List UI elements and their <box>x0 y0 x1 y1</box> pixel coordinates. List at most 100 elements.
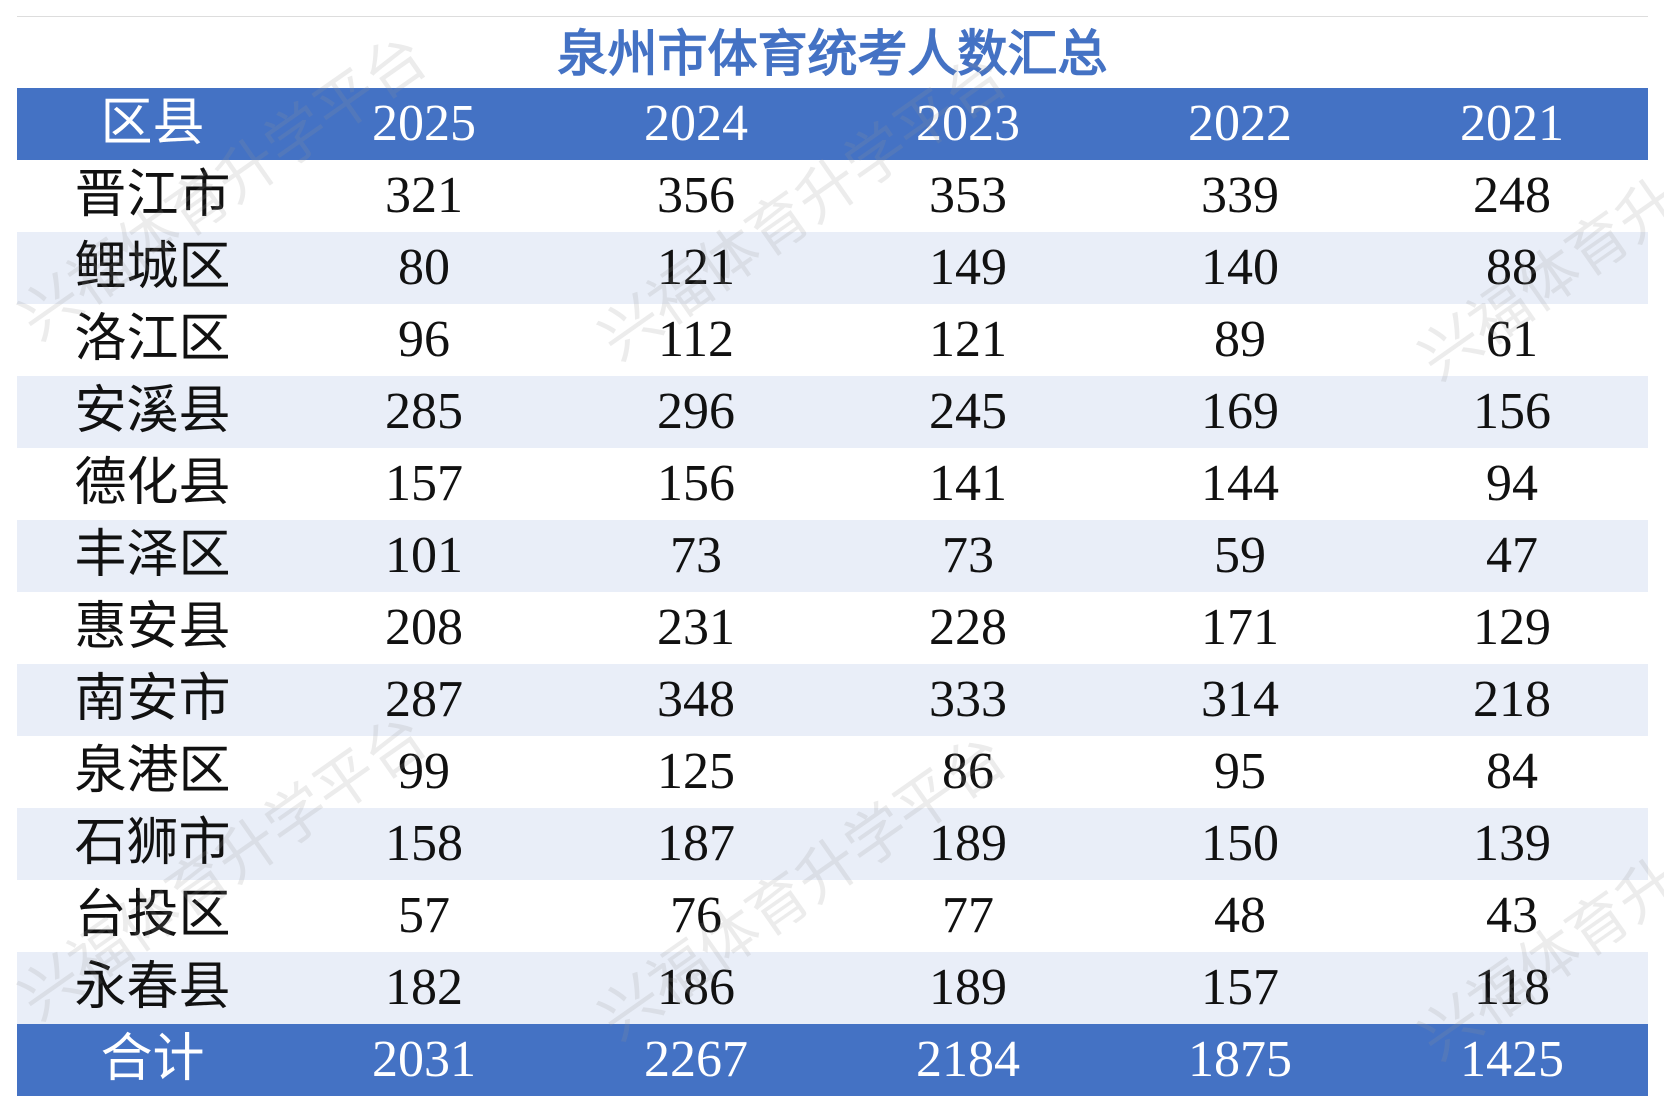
table-cell: 141 <box>929 455 1007 512</box>
table-row: 泉港区 99 125 86 95 84 <box>17 736 1648 808</box>
table-cell: 112 <box>657 311 735 368</box>
table-cell: 171 <box>1201 599 1279 656</box>
table-cell: 314 <box>1201 671 1279 728</box>
table-cell: 95 <box>1214 743 1266 800</box>
table-cell: 228 <box>929 599 1007 656</box>
table-cell: 156 <box>657 455 735 512</box>
table-cell: 321 <box>385 167 463 224</box>
table-cell: 48 <box>1214 887 1266 944</box>
table-cell: 121 <box>929 311 1007 368</box>
table-cell: 2023 <box>916 95 1020 152</box>
table-cell: 43 <box>1486 887 1538 944</box>
sheet-title: 泉州市体育统考人数汇总 <box>17 16 1648 88</box>
table-cell: 2184 <box>916 1031 1020 1088</box>
table-cell: 南安市 <box>74 671 231 728</box>
table-cell: 149 <box>929 239 1007 296</box>
table-cell: 晋江市 <box>74 167 231 224</box>
table-cell: 鲤城区 <box>74 239 231 296</box>
table-row: 台投区 57 76 77 48 43 <box>17 880 1648 952</box>
table-cell: 73 <box>942 527 994 584</box>
table-cell: 353 <box>929 167 1007 224</box>
table-cell: 2022 <box>1188 95 1292 152</box>
table-cell: 47 <box>1486 527 1538 584</box>
table-cell: 129 <box>1473 599 1551 656</box>
table-cell: 189 <box>929 815 1007 872</box>
table-cell: 296 <box>657 383 735 440</box>
table-cell: 333 <box>929 671 1007 728</box>
table-row: 洛江区 96 112 121 89 61 <box>17 304 1648 376</box>
table-cell: 231 <box>657 599 735 656</box>
table-cell: 348 <box>657 671 735 728</box>
table-cell: 1875 <box>1188 1031 1292 1088</box>
table-cell: 84 <box>1486 743 1538 800</box>
table-cell: 惠安县 <box>74 599 231 656</box>
table-cell: 169 <box>1201 383 1279 440</box>
table-cell: 2021 <box>1460 95 1564 152</box>
table-cell: 156 <box>1473 383 1551 440</box>
table-cell: 1425 <box>1460 1031 1564 1088</box>
table-cell: 187 <box>657 815 735 872</box>
table-cell: 永春县 <box>74 959 231 1016</box>
table-cell: 77 <box>942 887 994 944</box>
table-row: 惠安县 208 231 228 171 129 <box>17 592 1648 664</box>
table-cell: 61 <box>1486 311 1538 368</box>
table-cell: 合计 <box>100 1031 205 1088</box>
table-cell: 356 <box>657 167 735 224</box>
table-row: 石狮市 158 187 189 150 139 <box>17 808 1648 880</box>
table-row: 鲤城区 80 121 149 140 88 <box>17 232 1648 304</box>
table-cell: 安溪县 <box>74 383 231 440</box>
summary-sheet: 泉州市体育统考人数汇总 区县 2025 2024 2023 2022 2021 晋江市 321… <box>17 16 1648 1096</box>
table-cell: 157 <box>385 455 463 512</box>
table-cell: 德化县 <box>74 455 231 512</box>
table-cell: 76 <box>670 887 722 944</box>
table-row: 丰泽区 101 73 73 59 47 <box>17 520 1648 592</box>
table-cell: 59 <box>1214 527 1266 584</box>
table-cell: 125 <box>657 743 735 800</box>
table-cell: 2024 <box>644 95 748 152</box>
table-cell: 118 <box>1473 959 1551 1016</box>
table-row: 永春县 182 186 189 157 118 <box>17 952 1648 1024</box>
data-table: 区县 2025 2024 2023 2022 2021 晋江市 321 356 353 339 248… <box>17 88 1648 1096</box>
table-cell: 94 <box>1486 455 1538 512</box>
table-cell: 248 <box>1473 167 1551 224</box>
table-cell: 86 <box>942 743 994 800</box>
table-cell: 157 <box>1201 959 1279 1016</box>
table-cell: 80 <box>398 239 450 296</box>
header-row: 区县 2025 2024 2023 2022 2021 <box>17 88 1648 160</box>
table-cell: 208 <box>385 599 463 656</box>
table-row: 晋江市 321 356 353 339 248 <box>17 160 1648 232</box>
table-row: 南安市 287 348 333 314 218 <box>17 664 1648 736</box>
table-cell: 泉港区 <box>74 743 231 800</box>
table-cell: 99 <box>398 743 450 800</box>
table-cell: 洛江区 <box>74 311 231 368</box>
table-cell: 339 <box>1201 167 1279 224</box>
table-cell: 158 <box>385 815 463 872</box>
table-cell: 150 <box>1201 815 1279 872</box>
total-row: 合计 2031 2267 2184 1875 1425 <box>17 1024 1648 1096</box>
table-cell: 101 <box>385 527 463 584</box>
table-row: 德化县 157 156 141 144 94 <box>17 448 1648 520</box>
table-cell: 287 <box>385 671 463 728</box>
table-cell: 140 <box>1201 239 1279 296</box>
table-cell: 189 <box>929 959 1007 1016</box>
table-cell: 台投区 <box>74 887 231 944</box>
table-cell: 285 <box>385 383 463 440</box>
table-cell: 区县 <box>100 95 205 152</box>
table-cell: 96 <box>398 311 450 368</box>
table-cell: 89 <box>1214 311 1266 368</box>
table-cell: 245 <box>929 383 1007 440</box>
table-cell: 218 <box>1473 671 1551 728</box>
table-cell: 186 <box>657 959 735 1016</box>
table-cell: 73 <box>670 527 722 584</box>
table-cell: 88 <box>1486 239 1538 296</box>
table-cell: 139 <box>1473 815 1551 872</box>
table-cell: 57 <box>398 887 450 944</box>
table-cell: 2267 <box>644 1031 748 1088</box>
table-cell: 2025 <box>372 95 476 152</box>
table-row: 安溪县 285 296 245 169 156 <box>17 376 1648 448</box>
table-cell: 丰泽区 <box>74 527 231 584</box>
table-cell: 182 <box>385 959 463 1016</box>
table-cell: 石狮市 <box>74 815 231 872</box>
table-cell: 144 <box>1201 455 1279 512</box>
